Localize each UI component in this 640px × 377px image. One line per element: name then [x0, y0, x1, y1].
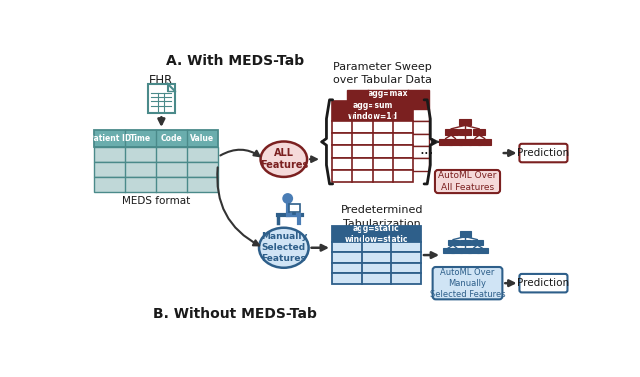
Bar — [332, 101, 413, 121]
Bar — [459, 119, 472, 126]
Bar — [94, 162, 218, 177]
Bar — [94, 177, 218, 192]
Bar — [440, 138, 452, 145]
Bar — [289, 204, 300, 212]
Bar — [148, 84, 175, 113]
Text: Patient ID: Patient ID — [88, 134, 131, 143]
Text: Parameter Sweep
over Tabular Data: Parameter Sweep over Tabular Data — [333, 62, 432, 85]
Text: ...: ... — [419, 142, 434, 157]
Text: B. Without MEDS-Tab: B. Without MEDS-Tab — [153, 307, 317, 321]
Bar — [332, 252, 421, 263]
Text: Manually
Selected
Features: Manually Selected Features — [260, 232, 307, 264]
Bar — [468, 138, 481, 145]
Bar — [332, 273, 421, 284]
Bar — [447, 240, 458, 245]
Bar — [332, 170, 413, 182]
Bar — [348, 109, 429, 121]
Bar — [332, 242, 421, 252]
FancyBboxPatch shape — [433, 267, 502, 299]
Bar — [94, 130, 218, 147]
Bar — [468, 248, 479, 253]
Text: EHR: EHR — [149, 75, 173, 87]
Bar — [479, 138, 491, 145]
Text: Predetermined
Tabularization: Predetermined Tabularization — [341, 205, 424, 228]
Bar — [472, 240, 483, 245]
Bar — [332, 133, 413, 146]
Text: agg=max
window=7d: agg=max window=7d — [363, 89, 413, 110]
Bar — [477, 248, 488, 253]
Bar — [348, 158, 429, 171]
Text: agg=static
window=static: agg=static window=static — [345, 224, 408, 244]
Bar — [94, 147, 218, 162]
Bar — [332, 158, 413, 170]
Bar — [332, 121, 413, 133]
Bar — [292, 212, 296, 214]
Bar — [459, 129, 472, 135]
Bar — [460, 248, 470, 253]
Bar — [332, 146, 413, 158]
Text: ALL
Features: ALL Features — [260, 148, 308, 170]
Bar — [348, 121, 429, 134]
Bar — [460, 231, 470, 237]
Bar — [348, 134, 429, 146]
Text: Time: Time — [130, 134, 151, 143]
Bar — [332, 263, 421, 273]
Bar — [473, 129, 485, 135]
Ellipse shape — [259, 228, 308, 268]
Bar — [443, 248, 454, 253]
Bar — [348, 90, 429, 109]
Bar — [459, 138, 472, 145]
Bar — [348, 146, 429, 158]
Bar — [451, 248, 462, 253]
FancyBboxPatch shape — [520, 274, 568, 293]
Text: Code: Code — [161, 134, 182, 143]
Text: MEDS format: MEDS format — [122, 196, 190, 206]
Text: A. With MEDS-Tab: A. With MEDS-Tab — [166, 55, 304, 69]
Bar — [460, 240, 470, 245]
Circle shape — [282, 193, 293, 204]
FancyBboxPatch shape — [435, 170, 500, 193]
Text: Prediction: Prediction — [517, 148, 570, 158]
Bar — [445, 129, 458, 135]
FancyBboxPatch shape — [520, 144, 568, 162]
Bar — [449, 138, 461, 145]
Text: AutoML Over
All Features: AutoML Over All Features — [438, 172, 497, 192]
Text: Prediction: Prediction — [517, 278, 570, 288]
Ellipse shape — [260, 141, 307, 177]
Text: AutoML Over
Manually
Selected Features: AutoML Over Manually Selected Features — [429, 268, 506, 299]
Text: Value: Value — [190, 134, 214, 143]
Text: agg=sum
window=1d: agg=sum window=1d — [348, 101, 397, 121]
Bar — [332, 226, 421, 242]
